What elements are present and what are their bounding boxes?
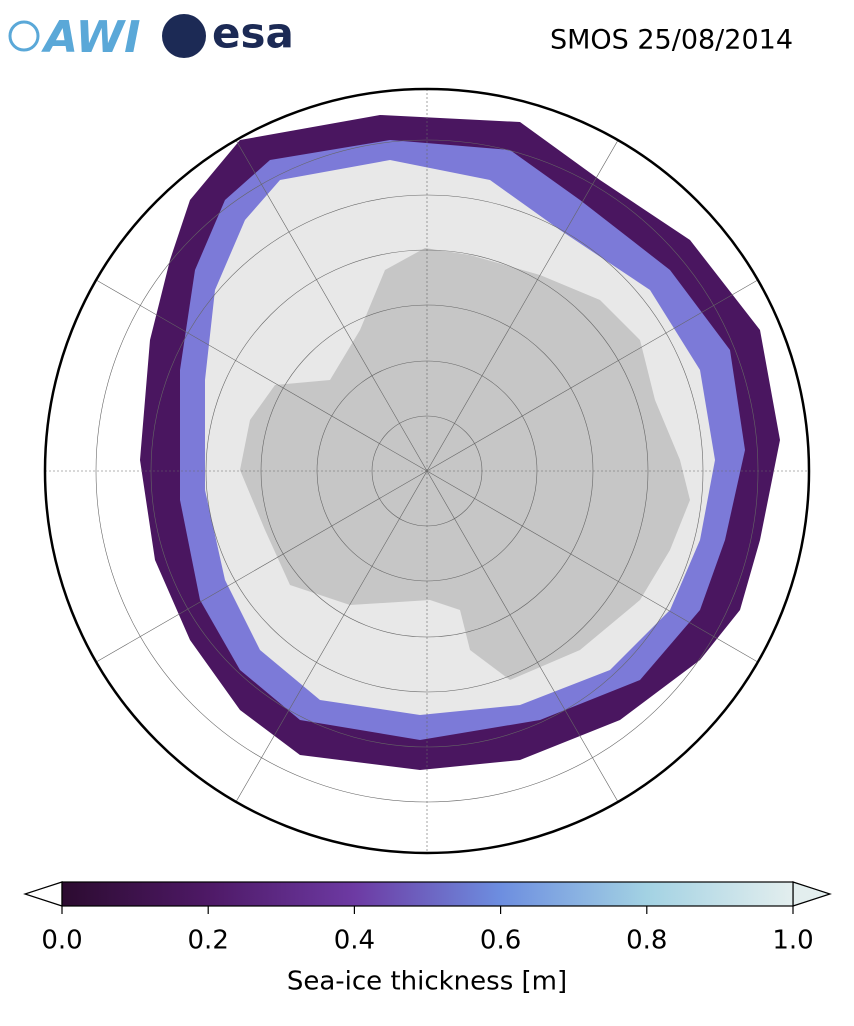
- colorbar-extend-high: [792, 881, 832, 907]
- colorbar-gradient: [61, 881, 794, 907]
- colorbar-tick-label: 0.2: [188, 926, 229, 956]
- awi-icon: [8, 20, 40, 52]
- map: [45, 89, 809, 853]
- colorbar-tick-label: 0.0: [41, 926, 82, 956]
- colorbar-label: Sea-ice thickness [m]: [287, 967, 567, 997]
- colorbar-tick-label: 1.0: [772, 926, 813, 956]
- title: SMOS 25/08/2014: [550, 25, 793, 56]
- colorbar-tick-label: 0.8: [626, 926, 667, 956]
- colorbar: 0.0 0.2 0.4 0.6 0.8 1.0: [23, 881, 832, 956]
- esa-logo: esa: [212, 9, 294, 58]
- awi-logo: AWI: [41, 12, 141, 63]
- meridian: [96, 279, 758, 663]
- meridians: [45, 89, 809, 853]
- antarctica: [240, 248, 690, 680]
- esa-icon: [162, 14, 206, 58]
- logos: AWI esa: [8, 9, 294, 63]
- colorbar-extend-low: [23, 881, 63, 907]
- colorbar-tick-label: 0.6: [480, 926, 521, 956]
- colorbar-tick-label: 0.4: [334, 926, 375, 956]
- map-frame: [43, 87, 811, 855]
